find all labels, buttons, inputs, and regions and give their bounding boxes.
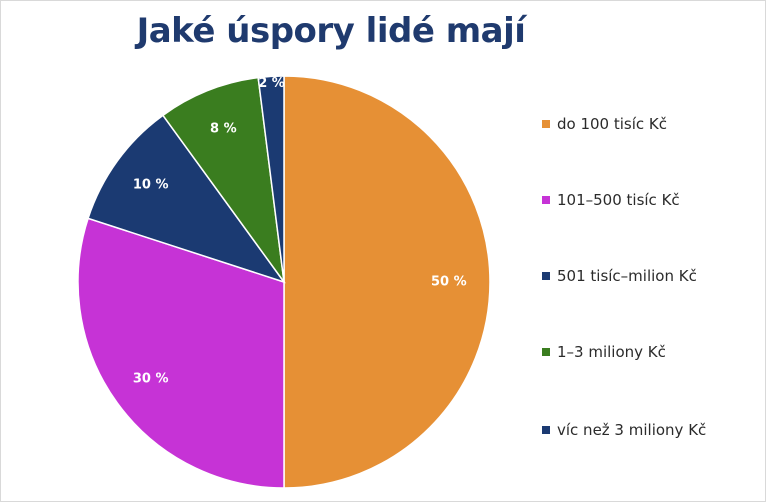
legend-item: 101–500 tisíc Kč [542, 191, 680, 209]
legend-swatch [542, 196, 550, 204]
legend-label: 1–3 miliony Kč [557, 343, 666, 361]
chart-title: Jaké úspory lidé mají [136, 11, 526, 51]
pie-data-label: 2 % [258, 76, 285, 91]
pie-slice [283, 75, 491, 489]
pie-slice [77, 217, 285, 489]
pie-slice [87, 114, 286, 284]
pie-data-label: 50 % [431, 275, 467, 290]
legend-item: do 100 tisíc Kč [542, 115, 667, 133]
legend-label: do 100 tisíc Kč [557, 115, 667, 133]
legend-item: 1–3 miliony Kč [542, 343, 666, 361]
legend-swatch [542, 426, 550, 434]
legend-label: 501 tisíc–milion Kč [557, 267, 697, 285]
legend-label: 101–500 tisíc Kč [557, 191, 680, 209]
pie-data-label: 30 % [133, 371, 169, 386]
pie-data-label: 8 % [210, 121, 237, 136]
legend-swatch [542, 348, 550, 356]
legend-label: víc než 3 miliony Kč [557, 421, 707, 439]
legend-item: víc než 3 miliony Kč [542, 421, 706, 439]
pie-slice [257, 75, 285, 283]
legend-swatch [542, 120, 550, 128]
pie-data-label: 10 % [133, 178, 169, 193]
legend-item: 501 tisíc–milion Kč [542, 267, 697, 285]
pie-slice [161, 76, 285, 283]
legend-swatch [542, 272, 550, 280]
